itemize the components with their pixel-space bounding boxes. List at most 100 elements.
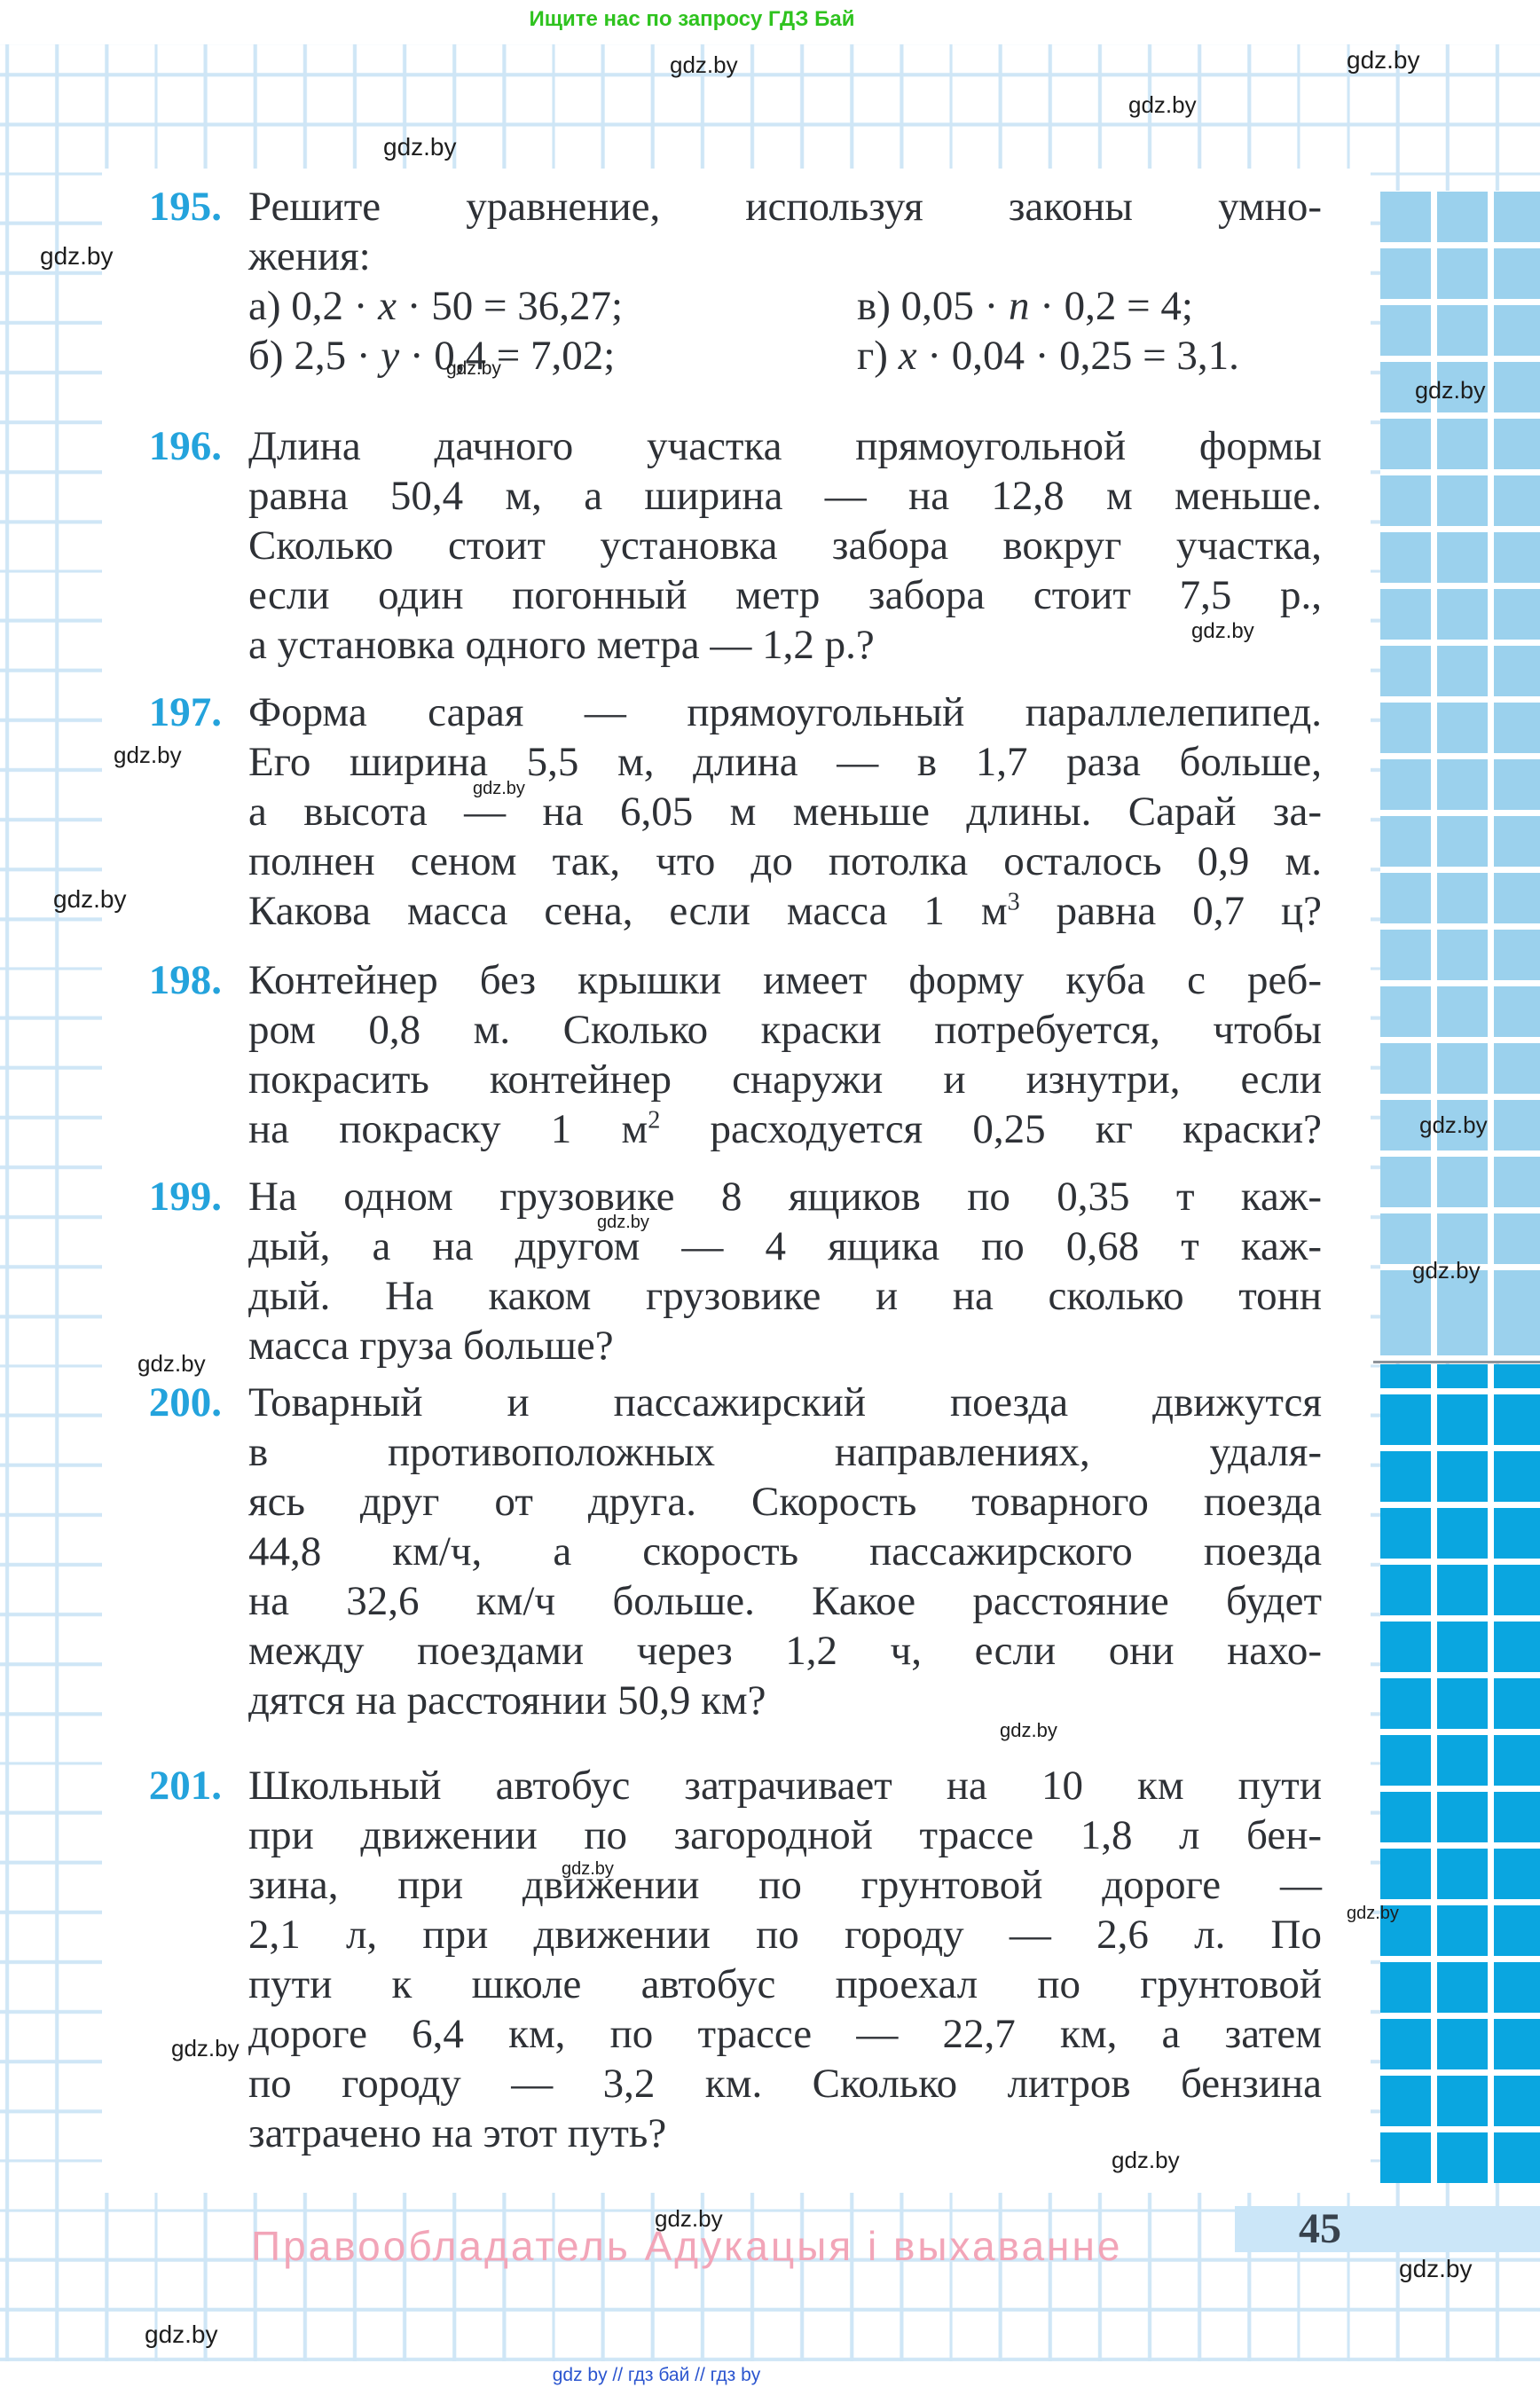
problem-number: 195.: [148, 184, 222, 230]
gdz-watermark: gdz.by: [1399, 2255, 1473, 2282]
gdz-watermark: gdz.by: [1412, 1257, 1481, 1284]
problem-line: полнен сеном так, что до потолка осталос…: [248, 836, 1322, 886]
text-segment: 2,1 л, при движении по городу — 2,6 л. П…: [248, 1912, 1322, 1958]
problem-item: 200. Товарный и пассажирский поезда движу…: [102, 1378, 1371, 1725]
text-segment: Контейнер без крышки имеет форму куба с …: [248, 957, 1322, 1003]
problem-line: Решите уравнение, используя законы умно-: [248, 182, 1322, 232]
problem-text: Форма сарая — прямоугольный параллелепип…: [248, 687, 1322, 936]
text-segment: Школьный автобус затрачивает на 10 км пу…: [248, 1763, 1322, 1809]
problem-item: 196. Длина дачного участка прямоугольной …: [102, 421, 1371, 670]
problem-line: Его ширина 5,5 м, длина — в 1,7 раза бол…: [248, 737, 1322, 787]
gdz-watermark: gdz.by: [145, 2321, 218, 2348]
text-segment: полнен сеном так, что до потолка осталос…: [248, 838, 1322, 884]
gdz-watermark: gdz.by: [655, 2205, 723, 2232]
problem-line: а) 0,2 · x · 50 = 36,27; в) 0,05 · n · 0,…: [248, 281, 1322, 331]
text-segment: Форма сарая — прямоугольный параллелепип…: [248, 689, 1322, 735]
problem-line: жения:: [248, 232, 1322, 281]
problem-line: на покраску 1 м2 расходуется 0,25 кг кра…: [248, 1104, 1322, 1154]
gdz-watermark: gdz.by: [114, 742, 182, 768]
problem-line: зина, при движении по грунтовой дороге —: [248, 1860, 1322, 1910]
gdz-watermark: gdz.by: [597, 1213, 649, 1232]
gdz-watermark: gdz.by: [1112, 2147, 1180, 2173]
problem-line: Длина дачного участка прямоугольной форм…: [248, 421, 1322, 471]
equation-variable: x: [378, 283, 397, 329]
problem-item: 201. Школьный автобус затрачивает на 10 к…: [102, 1761, 1371, 2158]
promo-banner: Ищите нас по запросу ГДЗ Бай: [529, 7, 855, 31]
gdz-watermark: gdz.by: [1415, 377, 1486, 404]
gdz-watermark: gdz.by: [670, 51, 738, 78]
problem-line: дый. На каком грузовике и на сколько тон…: [248, 1271, 1322, 1321]
gdz-watermark: gdz.by: [1419, 1111, 1488, 1138]
text-segment: а) 0,2 ·: [248, 283, 379, 329]
problem-line: Товарный и пассажирский поезда движутся: [248, 1378, 1322, 1427]
text-segment: Его ширина 5,5 м, длина — в 1,7 раза бол…: [248, 739, 1322, 785]
gdz-watermark: gdz.by: [40, 242, 114, 270]
problem-line: б) 2,5 · y · 0,4 = 7,02; г) x · 0,04 · 0,…: [248, 331, 1322, 381]
text-segment: равна 50,4 м, а ширина — на 12,8 м меньш…: [248, 473, 1322, 519]
text-segment: а высота — на 6,05 м меньше длины. Сарай…: [248, 789, 1322, 835]
problem-item: 195. Решите уравнение, используя законы у…: [102, 182, 1371, 381]
gdz-watermark: gdz.by: [1347, 1904, 1399, 1923]
problem-item: 198. Контейнер без крышки имеет форму куб…: [102, 955, 1371, 1154]
problem-line: затрачено на этот путь?: [248, 2109, 1322, 2158]
problem-text: Школьный автобус затрачивает на 10 км пу…: [248, 1761, 1322, 2158]
problem-number: 196.: [148, 423, 222, 469]
problem-line: между поездами через 1,2 ч, если они нах…: [248, 1626, 1322, 1676]
text-segment: Сколько стоит установка забора вокруг уч…: [248, 522, 1322, 569]
problem-line: дороге 6,4 км, по трассе — 22,7 км, а за…: [248, 2009, 1322, 2059]
text-segment: на 32,6 км/ч больше. Какое расстояние бу…: [248, 1578, 1322, 1624]
problem-line: Какова масса сена, если масса 1 м3 равна…: [248, 886, 1322, 936]
problem-line: на 32,6 км/ч больше. Какое расстояние бу…: [248, 1576, 1322, 1626]
equation-right: г) x · 0,04 · 0,25 = 3,1.: [857, 331, 1322, 381]
problem-line: Контейнер без крышки имеет форму куба с …: [248, 955, 1322, 1005]
problem-text: Решите уравнение, используя законы умно-…: [248, 182, 1322, 381]
equation-right: в) 0,05 · n · 0,2 = 4;: [857, 281, 1322, 331]
problem-text: Длина дачного участка прямоугольной форм…: [248, 421, 1322, 670]
text-segment: на покраску 1 м: [248, 1106, 648, 1152]
problem-line: Сколько стоит установка забора вокруг уч…: [248, 521, 1322, 570]
text-segment: покрасить контейнер снаружи и изнутри, е…: [248, 1056, 1322, 1103]
problem-line: Форма сарая — прямоугольный параллелепип…: [248, 687, 1322, 737]
text-segment: масса груза больше?: [248, 1323, 614, 1369]
text-segment: зина, при движении по грунтовой дороге —: [248, 1862, 1322, 1908]
gdz-watermark: gdz.by: [53, 885, 127, 913]
page-number-band: 45: [1235, 2206, 1540, 2252]
problem-number: 198.: [148, 957, 222, 1003]
text-segment: а установка одного метра — 1,2 р.?: [248, 622, 875, 668]
gdz-watermark: gdz.by: [473, 779, 525, 798]
text-segment: Длина дачного участка прямоугольной форм…: [248, 423, 1322, 469]
text-segment: Товарный и пассажирский поезда движутся: [248, 1379, 1322, 1425]
problem-line: пути к школе автобус проехал по грунтово…: [248, 1959, 1322, 2009]
problem-line: ясь друг от друга. Скорость товарного по…: [248, 1477, 1322, 1527]
problem-item: 197. Форма сарая — прямоугольный параллел…: [102, 687, 1371, 936]
problem-line: На одном грузовике 8 ящиков по 0,35 т ка…: [248, 1172, 1322, 1221]
text-segment: в) 0,05 ·: [857, 283, 1009, 329]
text-segment: б) 2,5 ·: [248, 333, 381, 379]
problem-line: 44,8 км/ч, а скорость пассажирского поез…: [248, 1527, 1322, 1576]
text-segment: жения:: [248, 233, 371, 279]
problem-line: в противоположных направлениях, удаля-: [248, 1427, 1322, 1477]
footer-links[interactable]: gdz by // гдз бай // гдз by: [552, 2365, 761, 2385]
problem-text: На одном грузовике 8 ящиков по 0,35 т ка…: [248, 1172, 1322, 1370]
equation-variable: y: [381, 333, 400, 379]
problem-line: 2,1 л, при движении по городу — 2,6 л. П…: [248, 1910, 1322, 1959]
superscript: 3: [1007, 888, 1020, 916]
text-segment: если один погонный метр забора стоит 7,5…: [248, 572, 1322, 618]
problem-line: а высота — на 6,05 м меньше длины. Сарай…: [248, 787, 1322, 836]
text-segment: по городу — 3,2 км. Сколько литров бензи…: [248, 2061, 1322, 2107]
problem-line: по городу — 3,2 км. Сколько литров бензи…: [248, 2059, 1322, 2109]
gdz-watermark: gdz.by: [1000, 1719, 1057, 1741]
text-segment: дый, а на другом — 4 ящика по 0,68 т каж…: [248, 1223, 1322, 1269]
text-segment: при движении по загородной трассе 1,8 л …: [248, 1812, 1322, 1858]
problem-line: покрасить контейнер снаружи и изнутри, е…: [248, 1055, 1322, 1104]
text-segment: расходуется 0,25 кг краски?: [660, 1106, 1322, 1152]
gdz-watermark: gdz.by: [383, 133, 457, 161]
divider-line: [1373, 1361, 1540, 1363]
problem-number: 201.: [148, 1763, 222, 1809]
text-segment: Какова масса сена, если масса 1 м: [248, 888, 1008, 934]
gdz-watermark: gdz.by: [171, 2035, 240, 2061]
problem-item: 199. На одном грузовике 8 ящиков по 0,35 …: [102, 1172, 1371, 1370]
equation-left: б) 2,5 · y · 0,4 = 7,02;: [248, 331, 857, 381]
problem-number: 197.: [148, 689, 222, 735]
